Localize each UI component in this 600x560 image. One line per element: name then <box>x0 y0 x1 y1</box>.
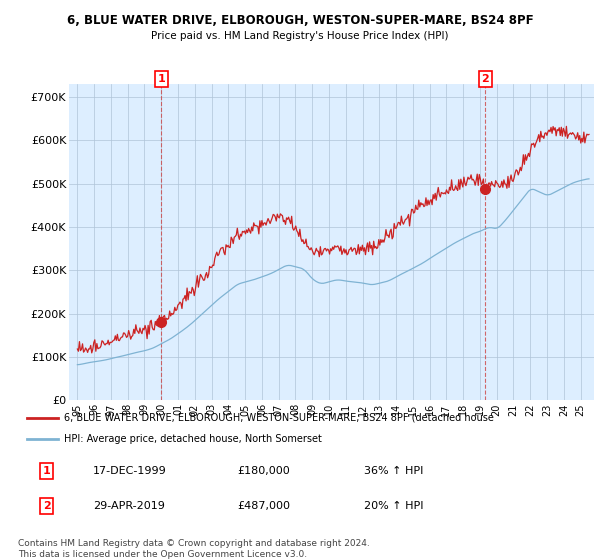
Text: £180,000: £180,000 <box>237 466 290 476</box>
Text: 2: 2 <box>43 501 50 511</box>
Text: 1: 1 <box>157 74 165 84</box>
Text: 2: 2 <box>482 74 490 84</box>
Text: Contains HM Land Registry data © Crown copyright and database right 2024.
This d: Contains HM Land Registry data © Crown c… <box>18 539 370 559</box>
Text: 29-APR-2019: 29-APR-2019 <box>93 501 165 511</box>
Text: £487,000: £487,000 <box>237 501 290 511</box>
Text: 6, BLUE WATER DRIVE, ELBOROUGH, WESTON-SUPER-MARE, BS24 8PF (detached house: 6, BLUE WATER DRIVE, ELBOROUGH, WESTON-S… <box>64 413 494 423</box>
Text: HPI: Average price, detached house, North Somerset: HPI: Average price, detached house, Nort… <box>64 435 322 444</box>
Text: 6, BLUE WATER DRIVE, ELBOROUGH, WESTON-SUPER-MARE, BS24 8PF: 6, BLUE WATER DRIVE, ELBOROUGH, WESTON-S… <box>67 14 533 27</box>
Text: 36% ↑ HPI: 36% ↑ HPI <box>364 466 423 476</box>
Text: 17-DEC-1999: 17-DEC-1999 <box>93 466 167 476</box>
Text: Price paid vs. HM Land Registry's House Price Index (HPI): Price paid vs. HM Land Registry's House … <box>151 31 449 41</box>
Text: 20% ↑ HPI: 20% ↑ HPI <box>364 501 423 511</box>
Text: 1: 1 <box>43 466 50 476</box>
